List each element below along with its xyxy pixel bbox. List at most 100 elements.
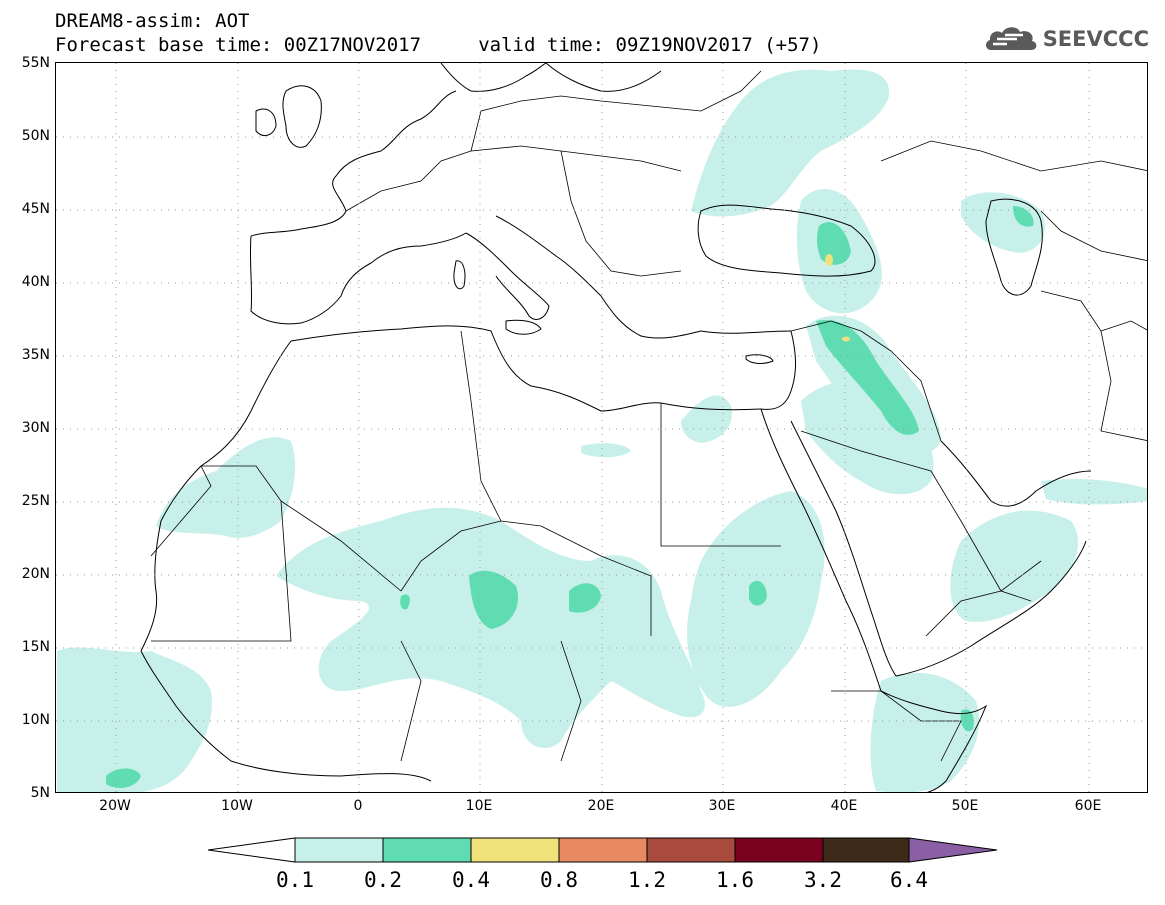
colorbar-label-0-4: 0.4 xyxy=(452,868,490,892)
coast-turkey xyxy=(700,330,792,334)
aot-area-niger-core xyxy=(469,570,519,629)
cloud-icon xyxy=(985,27,1037,50)
border-algeria-mali xyxy=(280,500,402,592)
coast-persian-gulf xyxy=(940,440,1092,507)
colorbar-segment-2 xyxy=(382,837,472,863)
colorbar-segment-6 xyxy=(734,837,824,863)
aot-area-caucasus-core xyxy=(816,222,851,265)
lon-label-10e: 10E xyxy=(465,798,493,814)
colorbar-segment-4 xyxy=(558,837,648,863)
colorbar-label-1-6: 1.6 xyxy=(716,868,754,892)
aot-area-caucasus-peak xyxy=(825,254,833,266)
lat-label-30n: 30N xyxy=(21,420,50,436)
border-central-asia xyxy=(1040,210,1147,261)
coast-levant xyxy=(760,330,796,410)
border-ethiopia xyxy=(831,690,962,762)
lon-label-60e: 60E xyxy=(1074,798,1102,814)
lon-label-10w: 10W xyxy=(221,798,253,814)
coast-iberia-france xyxy=(250,90,457,237)
border-iran-east xyxy=(1040,290,1147,441)
lon-label-30e: 30E xyxy=(708,798,736,814)
aot-area-sudan-core xyxy=(749,580,767,606)
border-algeria-libya xyxy=(460,330,502,522)
colorbar-label-0-8: 0.8 xyxy=(540,868,578,892)
lat-label-45n: 45N xyxy=(21,201,50,217)
coast-arabia xyxy=(895,540,1087,677)
lon-label-40e: 40E xyxy=(830,798,858,814)
chart-title: DREAM8-assim: AOT xyxy=(55,10,250,32)
lon-label-20w: 20W xyxy=(99,798,131,814)
aot-area-iraq-core xyxy=(816,320,919,435)
aot-area-caspian-core xyxy=(1013,206,1034,227)
coast-cyprus xyxy=(745,354,774,364)
map-panel xyxy=(55,62,1148,793)
colorbar-label-6-4: 6.4 xyxy=(890,868,928,892)
coast-greece xyxy=(600,295,702,339)
colorbar-segment-1 xyxy=(294,837,384,863)
border-western-sahara xyxy=(150,465,212,557)
border-mali-niger xyxy=(400,520,542,592)
colorbar-label-0-2: 0.2 xyxy=(364,868,402,892)
aot-area-mali-dot xyxy=(400,594,410,610)
country-borders xyxy=(150,70,1147,762)
lat-label-20n: 20N xyxy=(21,566,50,582)
aot-area-caspian-east xyxy=(961,192,1045,253)
aot-map xyxy=(56,63,1147,792)
coast-france-med xyxy=(370,232,467,264)
coast-west-africa xyxy=(140,650,432,782)
coast-adriatic xyxy=(495,215,602,297)
lat-label-55n: 55N xyxy=(21,55,50,71)
aot-area-horn xyxy=(870,672,980,792)
logo-text: SEEVCCC xyxy=(1042,27,1149,51)
coast-horn xyxy=(880,690,988,792)
border-afghanistan xyxy=(1100,320,1147,332)
colorbar-segment-3 xyxy=(470,837,560,863)
coast-black-sea xyxy=(697,204,876,277)
lat-label-15n: 15N xyxy=(21,639,50,655)
coast-morocco xyxy=(140,340,292,652)
aot-contours xyxy=(57,69,1147,792)
coast-iberia-south xyxy=(249,235,372,325)
coast-red-sea-west xyxy=(760,408,882,692)
border-yemen-oman xyxy=(925,560,1042,637)
colorbar-segment-7 xyxy=(822,837,910,863)
seevccc-logo: SEEVCCC xyxy=(983,22,1149,56)
lon-label-20e: 20E xyxy=(587,798,615,814)
lon-label-50e: 50E xyxy=(951,798,979,814)
aot-area-egypt xyxy=(681,395,732,443)
colorbar-label-1-2: 1.2 xyxy=(628,868,666,892)
coast-sardinia xyxy=(453,260,466,290)
aot-area-somalia-core xyxy=(960,709,974,732)
colorbar-upper-arrow xyxy=(908,837,998,863)
aot-area-senegal-core xyxy=(106,768,141,788)
lat-label-50n: 50N xyxy=(21,128,50,144)
border-europe-4 xyxy=(560,150,682,277)
colorbar-label-3-2: 3.2 xyxy=(804,868,842,892)
coastlines xyxy=(140,63,1092,792)
aot-area-ukraine-russia xyxy=(691,69,890,217)
border-libya-egypt xyxy=(660,403,741,547)
border-europe-1 xyxy=(345,150,472,212)
border-europe-3 xyxy=(470,95,652,152)
border-mauritania xyxy=(151,465,292,642)
coast-scandinavia xyxy=(440,63,547,92)
border-chad-sudan xyxy=(540,525,652,636)
lon-label-0: 0 xyxy=(353,798,363,814)
coast-red-sea-east xyxy=(790,420,897,677)
coast-italy xyxy=(465,232,550,320)
aot-area-chad-core xyxy=(569,583,601,613)
border-kazakh xyxy=(880,140,1147,172)
aot-area-west-africa-coast xyxy=(57,647,212,792)
lat-label-25n: 25N xyxy=(21,493,50,509)
lat-label-35n: 35N xyxy=(21,347,50,363)
border-cameroon xyxy=(560,640,582,762)
lat-label-10n: 10N xyxy=(21,712,50,728)
border-europe-2 xyxy=(470,145,682,172)
coast-caspian xyxy=(985,198,1043,296)
aot-area-arabia-south xyxy=(950,510,1079,622)
border-turkey-syria xyxy=(790,320,862,332)
aot-area-mauritania xyxy=(156,437,296,538)
coast-north-africa xyxy=(290,325,762,412)
coast-ireland xyxy=(255,108,277,137)
border-russia xyxy=(650,70,762,112)
